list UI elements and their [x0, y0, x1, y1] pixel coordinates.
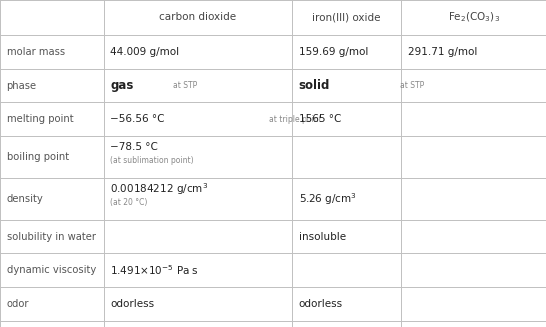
Text: density: density	[7, 194, 43, 204]
Text: at STP: at STP	[173, 81, 198, 90]
Text: phase: phase	[7, 80, 37, 91]
Text: (at 20 °C): (at 20 °C)	[110, 198, 147, 207]
Text: insoluble: insoluble	[299, 232, 346, 242]
Text: 5.26 g/cm$^3$: 5.26 g/cm$^3$	[299, 191, 357, 207]
Text: odorless: odorless	[110, 299, 155, 309]
Text: boiling point: boiling point	[7, 152, 69, 162]
Text: melting point: melting point	[7, 114, 73, 124]
Text: 1.491$\times$10$^{-5}$ Pa s: 1.491$\times$10$^{-5}$ Pa s	[110, 263, 199, 277]
Text: solid: solid	[299, 79, 330, 92]
Text: iron(III) oxide: iron(III) oxide	[312, 12, 381, 23]
Text: at triple point: at triple point	[270, 115, 322, 124]
Text: solubility in water: solubility in water	[7, 232, 96, 242]
Text: 0.00184212 g/cm$^3$: 0.00184212 g/cm$^3$	[110, 181, 209, 197]
Text: odor: odor	[7, 299, 29, 309]
Text: carbon dioxide: carbon dioxide	[159, 12, 236, 23]
Text: 159.69 g/mol: 159.69 g/mol	[299, 47, 368, 57]
Text: −56.56 °C: −56.56 °C	[110, 114, 165, 124]
Text: dynamic viscosity: dynamic viscosity	[7, 265, 96, 275]
Text: 291.71 g/mol: 291.71 g/mol	[408, 47, 477, 57]
Text: Fe$_2$(CO$_3$)$_3$: Fe$_2$(CO$_3$)$_3$	[448, 11, 500, 24]
Text: molar mass: molar mass	[7, 47, 64, 57]
Text: 1565 °C: 1565 °C	[299, 114, 341, 124]
Text: odorless: odorless	[299, 299, 343, 309]
Text: gas: gas	[110, 79, 134, 92]
Text: 44.009 g/mol: 44.009 g/mol	[110, 47, 180, 57]
Text: −78.5 °C: −78.5 °C	[110, 142, 158, 152]
Text: at STP: at STP	[401, 81, 425, 90]
Text: (at sublimation point): (at sublimation point)	[110, 156, 194, 165]
